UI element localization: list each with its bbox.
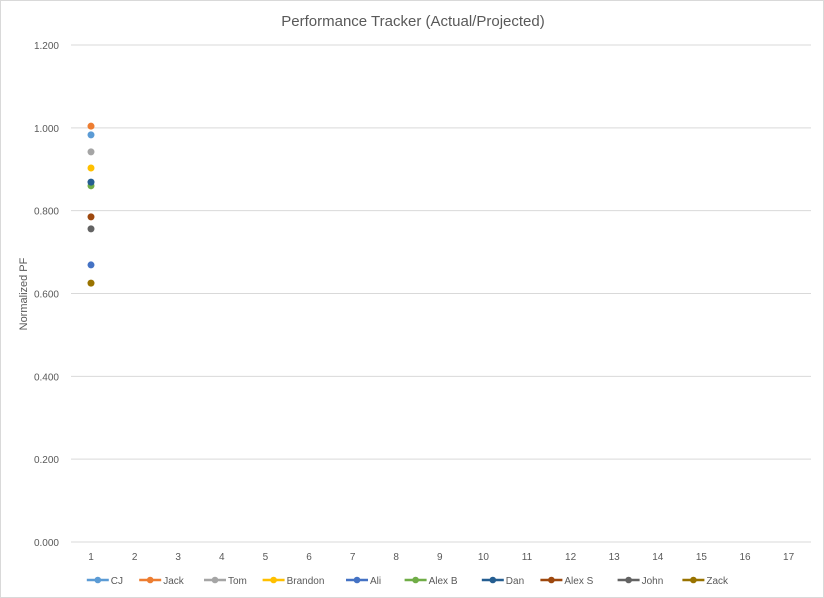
x-tick-label: 9 [437,552,443,563]
legend-marker [270,576,277,584]
x-tick-label: 3 [175,552,181,563]
legend-label: Jack [163,576,185,587]
legend-label: Ali [370,576,381,587]
x-tick-label: 1 [88,552,94,563]
data-point-dan [87,178,95,186]
legend-label: John [642,576,664,587]
legend-label: Brandon [287,576,325,587]
y-tick-label: 0.400 [34,372,59,383]
legend-label: Dan [506,576,524,587]
legend-item-tom: Tom [204,576,247,587]
legend-item-alex-s: Alex S [540,576,594,587]
x-tick-label: 2 [132,552,138,563]
legend-marker [690,576,697,584]
x-tick-label: 7 [350,552,356,563]
legend-item-ali: Ali [346,576,381,587]
y-tick-labels: 0.000 0.200 0.400 0.600 0.800 1.000 1.200 [34,41,59,549]
legend-marker [548,576,555,584]
legend-item-john: John [617,576,664,587]
legend-marker [625,576,632,584]
legend-label: Alex S [564,576,593,587]
data-points [87,122,95,287]
y-tick-label: 1.200 [34,41,59,52]
legend-item-jack: Jack [139,576,185,587]
legend-label: Tom [228,576,247,587]
legend-marker [412,576,419,584]
legend-marker [146,576,154,584]
x-tick-label: 16 [739,552,751,563]
x-tick-labels: 1 2 3 4 5 6 7 8 9 10 11 12 13 14 15 16 17 [88,552,794,563]
x-tick-label: 5 [263,552,269,563]
x-tick-label: 17 [783,552,795,563]
legend-label: CJ [111,576,123,587]
legend-item-cj: CJ [86,576,123,587]
data-point-jack [87,122,95,130]
data-point-ali [87,261,95,269]
legend: CJ Jack Tom Brandon Ali Alex B Dan Alex S John Za… [86,576,729,587]
legend-marker [94,576,102,584]
y-tick-label: 1.000 [34,124,59,135]
legend-item-dan: Dan [481,576,524,587]
y-tick-label: 0.200 [34,455,59,466]
data-point-alex-s [87,213,95,221]
y-tick-label: 0.000 [34,538,59,549]
legend-marker [353,576,361,584]
x-tick-label: 4 [219,552,225,563]
y-tick-label: 0.800 [34,207,59,218]
gridlines [71,44,811,543]
legend-label: Zack [706,576,729,587]
data-point-tom [87,148,95,156]
legend-item-brandon: Brandon [262,576,325,587]
x-tick-label: 11 [522,552,533,563]
x-tick-label: 14 [652,552,664,563]
y-axis-label: Normalized PF [18,257,30,330]
x-tick-label: 10 [478,552,490,563]
x-tick-label: 8 [393,552,399,563]
legend-marker [489,576,497,584]
legend-item-alex-b: Alex B [404,576,458,587]
data-point-cj [87,131,95,139]
x-tick-label: 15 [696,552,708,563]
chart-title: Performance Tracker (Actual/Projected) [281,13,544,30]
legend-item-zack: Zack [682,576,729,587]
x-tick-label: 6 [306,552,312,563]
data-point-brandon [87,164,95,172]
legend-marker [211,576,219,584]
data-point-john [87,225,95,233]
x-tick-label: 13 [609,552,621,563]
legend-label: Alex B [429,576,458,587]
data-point-zack [87,279,95,287]
x-tick-label: 12 [565,552,577,563]
y-tick-label: 0.600 [34,290,59,301]
